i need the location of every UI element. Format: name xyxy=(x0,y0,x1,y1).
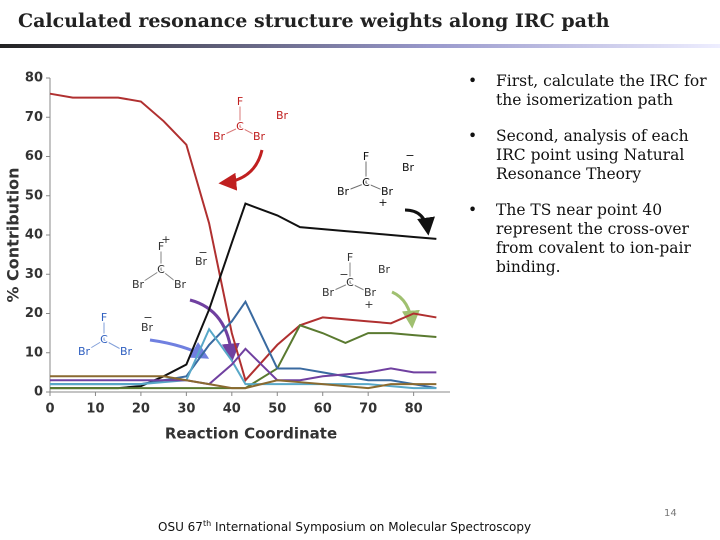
atom-label: Br xyxy=(253,130,266,143)
x-tick-label: 60 xyxy=(314,402,332,417)
bond xyxy=(103,339,127,353)
atom-label: C xyxy=(100,333,108,346)
bond xyxy=(218,126,241,138)
footer-text: International Symposium on Molecular Spe… xyxy=(214,520,532,534)
slide-title: Calculated resonance structure weights a… xyxy=(18,10,610,32)
bond xyxy=(83,339,105,353)
bullet: Second, analysis of each IRC point using… xyxy=(468,127,713,184)
x-tick-label: 80 xyxy=(405,402,423,417)
atom-label: Br xyxy=(378,263,391,276)
series-line xyxy=(50,375,437,390)
atom-label: − xyxy=(339,268,348,281)
atom-label: Br xyxy=(337,185,350,198)
arrow xyxy=(391,290,420,329)
footer-sup: th xyxy=(202,519,212,528)
atom-label: C xyxy=(362,176,370,189)
bullet: First, calculate the IRC for the isomeri… xyxy=(468,72,713,110)
x-tick-label: 20 xyxy=(132,402,150,417)
atom-label: Br xyxy=(276,109,289,122)
y-tick-label: 10 xyxy=(25,345,43,360)
bond xyxy=(365,182,388,193)
x-tick-label: 30 xyxy=(177,402,195,417)
atom-label: − xyxy=(198,246,207,259)
atom-label: F xyxy=(347,251,353,264)
x-tick-label: 10 xyxy=(86,402,104,417)
y-tick-label: 70 xyxy=(25,110,43,125)
series-line xyxy=(50,327,437,390)
bond xyxy=(239,126,260,138)
atom-label: Br xyxy=(402,161,415,174)
atom-label: F xyxy=(237,95,243,108)
title-rule xyxy=(0,44,720,48)
atom-label: Br xyxy=(381,185,394,198)
y-axis-label: % Contribution xyxy=(4,167,23,302)
atom-label: Br xyxy=(132,278,145,291)
chart: 0 10 20 30 40 50 60 70 80 0 10 20 30 40 50 60 70 80 Reacti… xyxy=(4,71,450,443)
y-tick-label: 20 xyxy=(25,306,43,321)
bond xyxy=(349,282,371,294)
atom-label: F xyxy=(101,311,107,324)
arrow xyxy=(404,208,435,236)
x-axis-label: Reaction Coordinate xyxy=(165,425,337,443)
atom-label: Br xyxy=(78,345,91,358)
bond xyxy=(342,182,367,193)
footer-text: OSU 67 xyxy=(158,520,203,534)
y-tick-label: 0 xyxy=(34,385,43,400)
atom-label: C xyxy=(157,263,165,276)
atom-label: Br xyxy=(174,278,187,291)
atom-label: Br xyxy=(120,345,133,358)
atom-label: C xyxy=(346,276,354,289)
y-tick-label: 80 xyxy=(25,71,43,86)
bond xyxy=(137,269,162,286)
series-line xyxy=(50,347,437,386)
atom-label: Br xyxy=(364,286,377,299)
y-tick-label: 50 xyxy=(25,188,43,203)
x-tick-label: 0 xyxy=(45,402,54,417)
atom-label: + xyxy=(364,298,373,311)
y-tick-label: 60 xyxy=(25,149,43,164)
atom-label: F xyxy=(363,150,369,163)
arrow xyxy=(218,149,264,191)
atom-label: + xyxy=(378,196,387,209)
atom-label: − xyxy=(405,149,414,162)
atom-label: + xyxy=(161,233,170,246)
bond xyxy=(160,269,181,286)
atom-label: − xyxy=(143,311,152,324)
bullet-list: First, calculate the IRC for the isomeri… xyxy=(468,72,713,294)
atom-label: F xyxy=(158,240,164,253)
atom-label: C xyxy=(236,120,244,133)
x-tick-label: 70 xyxy=(359,402,377,417)
y-tick-label: 40 xyxy=(25,228,43,243)
series-line xyxy=(49,92,437,383)
x-tick-label: 50 xyxy=(268,402,286,417)
atom-label: Br xyxy=(213,130,226,143)
y-tick-label: 30 xyxy=(25,267,43,282)
x-tick-label: 40 xyxy=(223,402,241,417)
bond xyxy=(327,282,351,294)
arrow xyxy=(189,298,240,362)
series-line xyxy=(50,202,437,390)
atom-label: Br xyxy=(322,286,335,299)
atom-label: Br xyxy=(195,255,208,268)
atom-label: Br xyxy=(141,321,154,334)
bullet: The TS near point 40 represent the cross… xyxy=(468,201,713,277)
footer: OSU 67th International Symposium on Mole… xyxy=(158,519,531,534)
page-number: 14 xyxy=(664,508,677,519)
